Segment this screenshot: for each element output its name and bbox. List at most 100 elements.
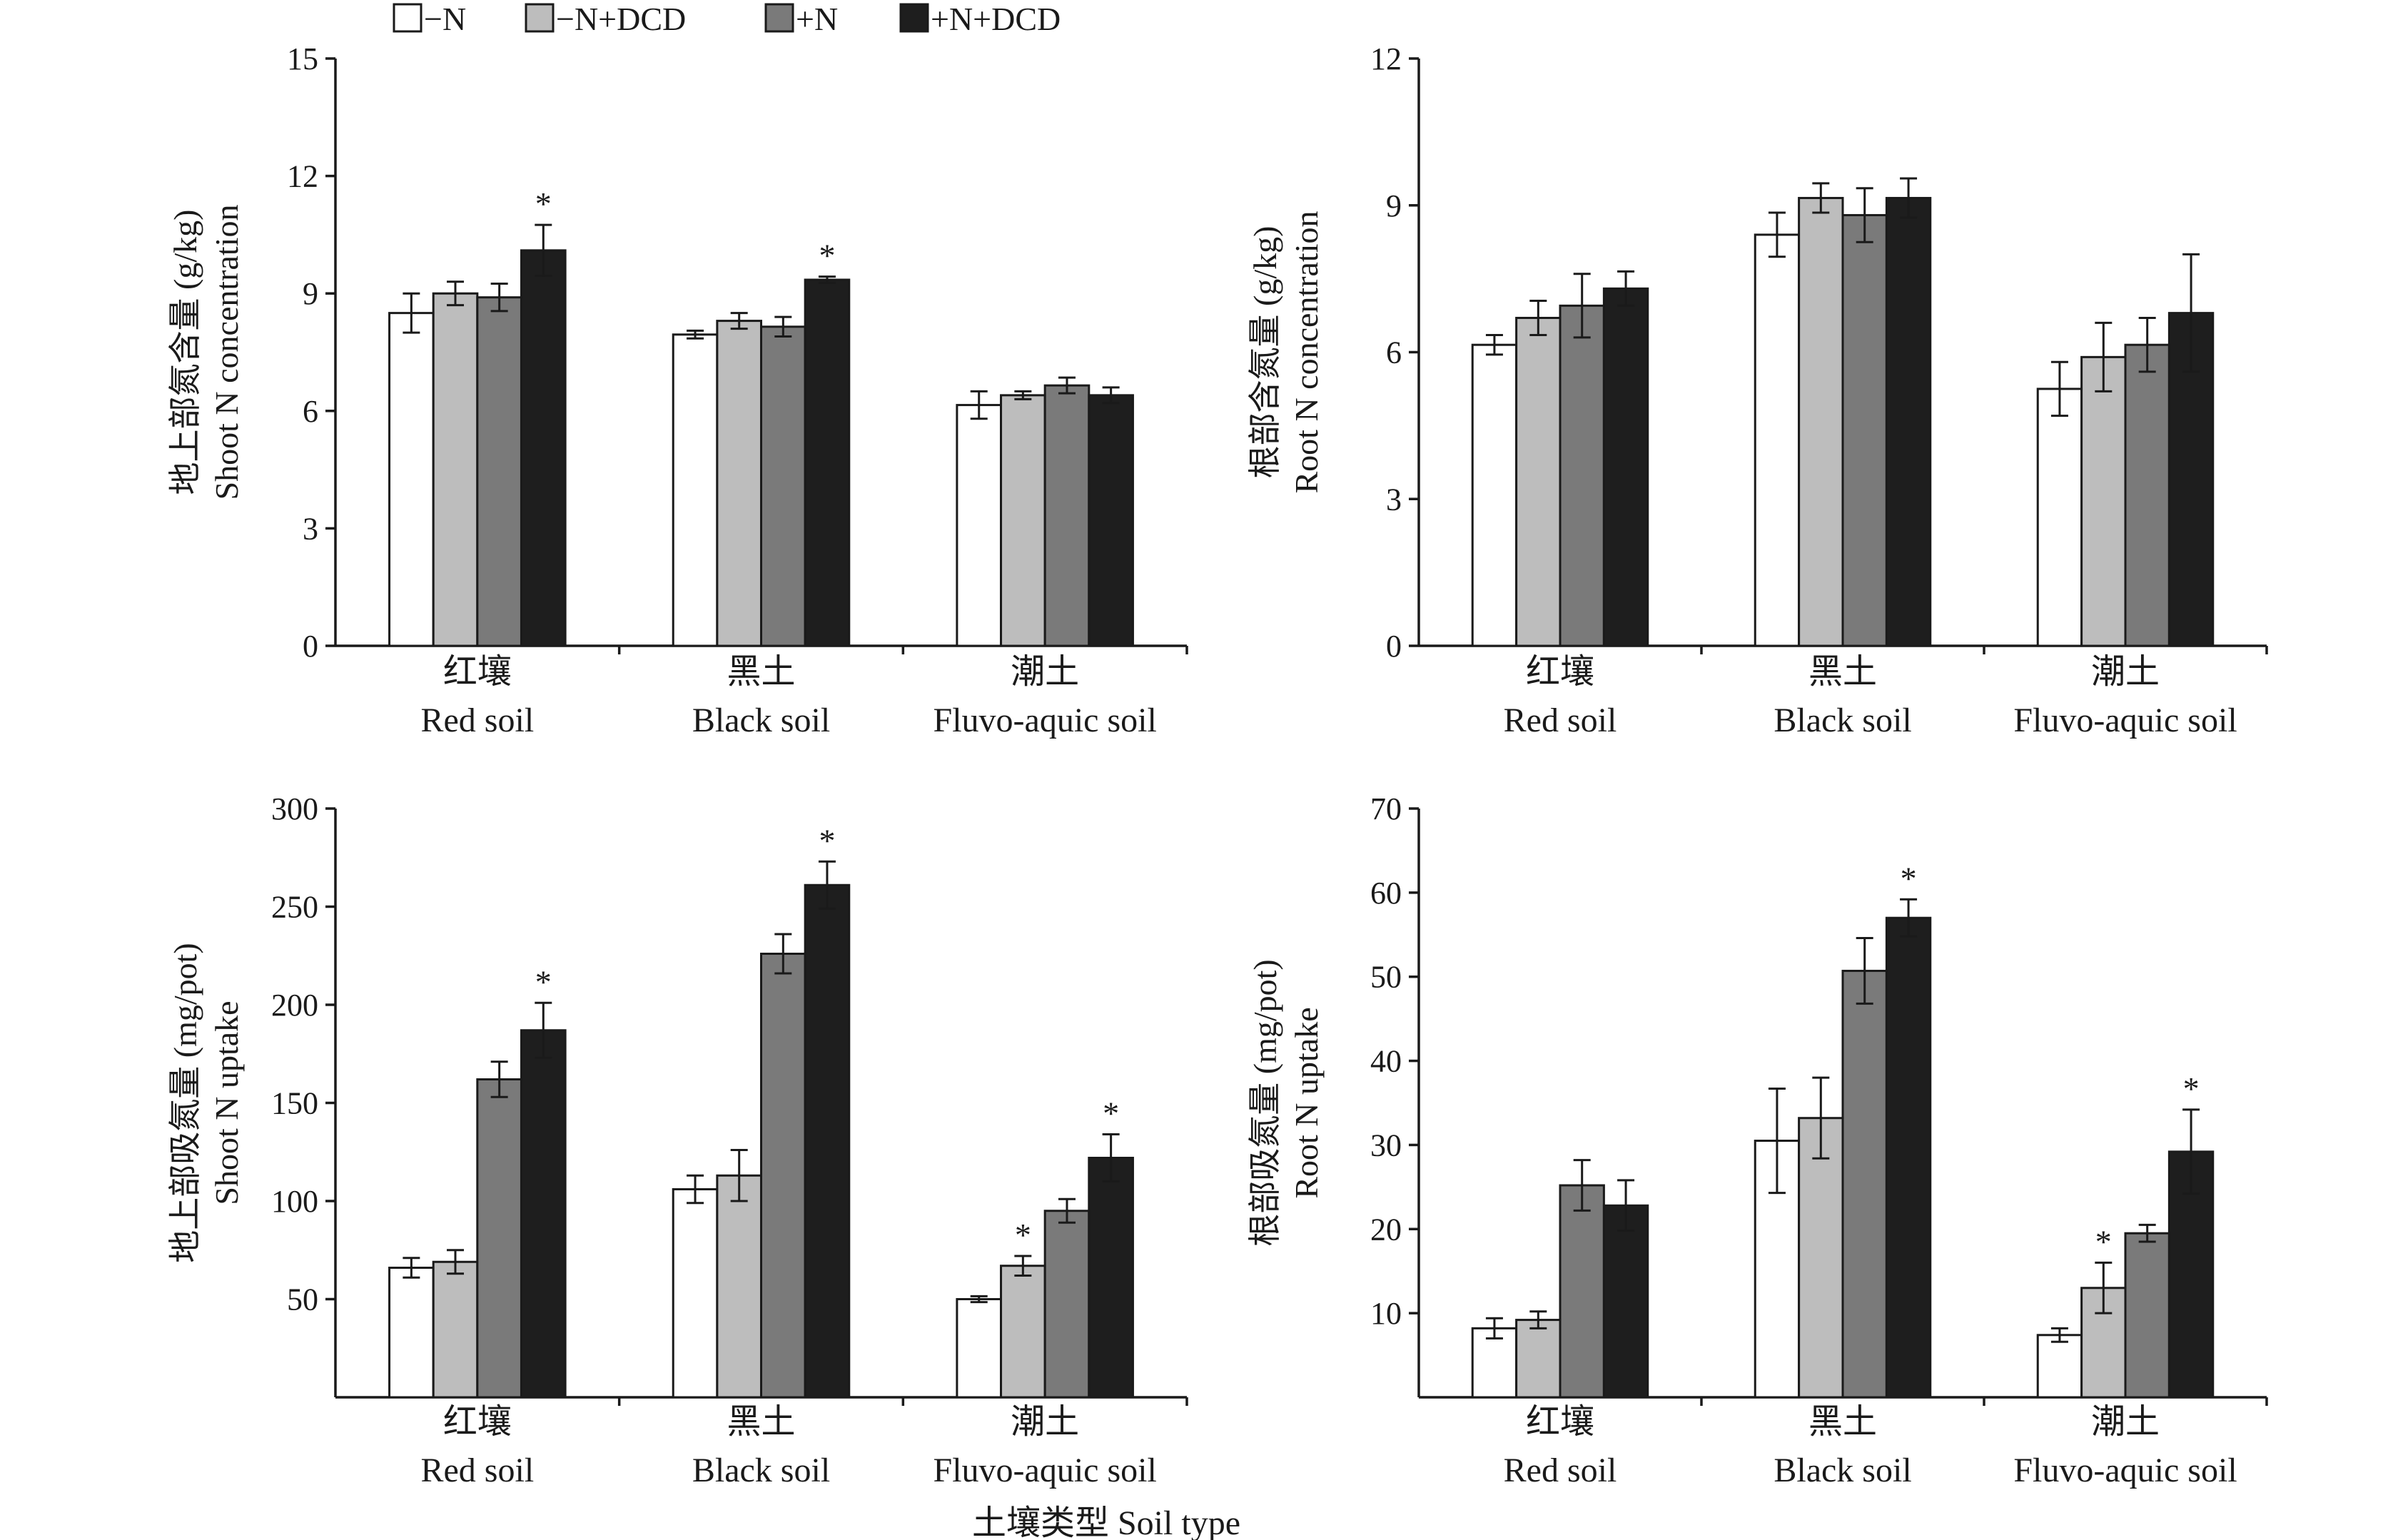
chart-panel-bottom-right: 10 20 30 40 50 60 70 根部吸氮量 (mg/pot) Root N uptak… <box>1247 791 2268 1489</box>
significance-star: * <box>2095 1223 2112 1260</box>
bar <box>388 1267 435 1399</box>
bar <box>1471 343 1518 647</box>
bar <box>1000 394 1046 647</box>
significance-star: * <box>1901 860 1917 896</box>
y-tick-label: 300 <box>271 791 318 826</box>
category-label-cn: 黑土 <box>727 653 795 691</box>
category-label-cn: 红壤 <box>1526 1403 1594 1441</box>
y-tick-label: 9 <box>1386 188 1402 223</box>
bar <box>1515 1319 1562 1399</box>
chart-panel-top-right: 0 3 6 9 12 根部含氮量 (g/kg) Root N concentration 红壤… <box>1247 41 2268 739</box>
y-tick-label: 12 <box>287 159 318 194</box>
y-axis-label-cn: 根部吸氮量 (mg/pot) <box>1247 959 1283 1246</box>
chart-panel-bottom-left: 50 100 150 200 250 300 地上部吸氮量 (mg/pot) Shoot N … <box>167 791 1188 1489</box>
bar <box>672 333 719 647</box>
y-axis-label-en: Shoot N uptake <box>208 1001 245 1205</box>
bar <box>804 883 851 1399</box>
category-label-en: Red soil <box>420 701 534 739</box>
y-tick-label: 9 <box>303 276 318 311</box>
significance-star: * <box>535 186 552 222</box>
bar <box>2124 343 2170 647</box>
bar <box>1798 196 1844 647</box>
y-tick-label: 40 <box>1370 1044 1402 1079</box>
bar <box>1559 304 1605 647</box>
bar <box>716 320 763 647</box>
category-label-cn: 黑土 <box>727 1403 795 1441</box>
bar <box>1798 1117 1844 1399</box>
bar <box>956 404 1003 647</box>
bar <box>716 1174 763 1399</box>
significance-star: * <box>535 963 552 1000</box>
category-label-cn: 潮土 <box>1011 1403 1079 1441</box>
bar <box>1559 1184 1605 1399</box>
panels: 0 3 6 9 12 15 地上部氮含量 (g/kg) Shoot N concentrati… <box>167 41 2268 1489</box>
x-axis-title: 土壤类型 Soil type <box>972 1504 1240 1540</box>
y-tick-label: 250 <box>271 890 318 925</box>
legend-swatch <box>764 3 794 33</box>
bar <box>1602 287 1649 647</box>
bar <box>1841 213 1888 647</box>
category-label-cn: 红壤 <box>443 653 512 691</box>
y-tick-label: 3 <box>303 511 318 546</box>
bar <box>1841 969 1888 1399</box>
y-tick-label: 150 <box>271 1086 318 1121</box>
y-axis-label-en: Root N uptake <box>1288 1007 1325 1198</box>
y-tick-label: 200 <box>271 988 318 1023</box>
bar <box>1088 394 1134 647</box>
bar <box>2080 355 2127 647</box>
y-tick-label: 0 <box>1386 629 1402 664</box>
category-label-cn: 红壤 <box>1526 653 1594 691</box>
category-label-en: Fluvo-aquic soil <box>934 701 1157 739</box>
bar <box>1000 1265 1046 1399</box>
y-axis-label-cn: 根部含氮量 (g/kg) <box>1247 226 1283 479</box>
bar <box>2036 1334 2083 1399</box>
category-label-en: Red soil <box>1504 1452 1617 1489</box>
category-label-en: Fluvo-aquic soil <box>2013 701 2237 739</box>
legend-swatch <box>393 3 423 33</box>
legend-label: −N <box>424 1 466 37</box>
bar <box>520 1029 567 1399</box>
category-label-cn: 红壤 <box>443 1403 512 1441</box>
category-label-cn: 黑土 <box>1808 653 1877 691</box>
y-axis-label-en: Root N concentration <box>1288 211 1325 493</box>
y-tick-label: 3 <box>1386 482 1402 517</box>
y-axis-label-cn: 地上部吸氮量 (mg/pot) <box>167 943 203 1262</box>
legend-label: −N+DCD <box>556 1 686 37</box>
bar <box>476 1078 522 1399</box>
legend: −N −N+DCD +N +N+DCD <box>393 1 1061 37</box>
bar <box>1885 916 1932 1399</box>
y-tick-label: 12 <box>1370 41 1402 76</box>
significance-star: * <box>2183 1070 2200 1107</box>
category-label-en: Fluvo-aquic soil <box>934 1452 1157 1489</box>
category-label-en: Black soil <box>1774 1452 1911 1489</box>
category-label-cn: 潮土 <box>2091 1403 2160 1441</box>
category-label-en: Red soil <box>1504 701 1617 739</box>
bar <box>760 325 806 647</box>
y-tick-label: 15 <box>287 41 318 76</box>
y-tick-label: 100 <box>271 1184 318 1219</box>
bar <box>432 292 479 647</box>
bar <box>1602 1204 1649 1399</box>
y-axis-label-cn: 地上部氮含量 (g/kg) <box>167 210 203 495</box>
legend-swatch <box>899 3 929 33</box>
significance-star: * <box>819 238 835 274</box>
y-axis-label-en: Shoot N concentration <box>208 205 245 500</box>
category-label-cn: 潮土 <box>2091 653 2160 691</box>
y-tick-label: 50 <box>287 1282 318 1317</box>
bar <box>1515 316 1562 647</box>
category-label-en: Red soil <box>420 1452 534 1489</box>
bar <box>432 1260 479 1399</box>
y-tick-label: 6 <box>1386 335 1402 370</box>
bar <box>1043 1210 1091 1399</box>
bar <box>1885 196 1932 647</box>
bar <box>476 296 522 647</box>
category-label-cn: 黑土 <box>1808 1403 1877 1441</box>
significance-star: * <box>1015 1217 1031 1253</box>
bar <box>804 278 851 647</box>
y-tick-label: 50 <box>1370 960 1402 995</box>
bar <box>1043 384 1091 647</box>
chart-panel-top-left: 0 3 6 9 12 15 地上部氮含量 (g/kg) Shoot N concentrati… <box>167 41 1188 739</box>
significance-star: * <box>1103 1095 1119 1132</box>
bar <box>1088 1157 1134 1399</box>
y-tick-label: 60 <box>1370 876 1402 911</box>
